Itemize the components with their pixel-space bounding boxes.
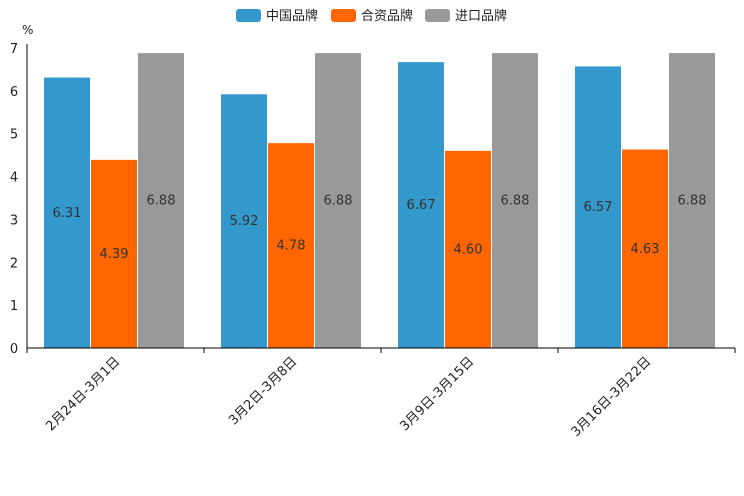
data-label: 6.67 [407, 198, 436, 213]
bar [138, 53, 184, 349]
bar [315, 53, 361, 349]
x-axis: 2月24日-3月1日 3月2日-3月8日 3月9日-3月15日 3月16日-3月22日 [26, 347, 736, 440]
y-tick-label: 6 [10, 85, 18, 100]
x-tick-label: 3月2日-3月8日 [226, 354, 300, 428]
bar [575, 66, 621, 348]
bar [445, 150, 491, 348]
y-tick-label: 0 [10, 342, 18, 357]
legend-label: 进口品牌 [455, 8, 507, 24]
data-label: 4.63 [631, 242, 660, 257]
legend-label: 合资品牌 [361, 8, 413, 24]
data-label: 6.88 [147, 194, 176, 209]
legend-label: 中国品牌 [266, 8, 318, 24]
data-label: 5.92 [230, 214, 259, 229]
x-tick-label: 3月9日-3月15日 [397, 354, 477, 434]
y-tick-label: 1 [10, 299, 18, 314]
data-label: 6.88 [324, 194, 353, 209]
legend-swatch [425, 9, 450, 22]
y-axis: 0 1 2 3 4 5 6 7 [10, 42, 28, 357]
y-tick-label: 7 [10, 42, 18, 57]
x-tick-label: 2月24日-3月1日 [43, 354, 123, 434]
bar [398, 62, 444, 349]
data-label: 4.60 [454, 242, 483, 257]
bar [268, 143, 314, 348]
legend-swatch [331, 9, 356, 22]
data-labels: 6.31 5.92 6.67 6.57 4.39 4.78 4.60 4.63 6.88 6.88… [53, 194, 707, 262]
data-label: 6.31 [53, 206, 82, 221]
bar [492, 53, 538, 349]
y-axis-unit-label: % [22, 23, 33, 37]
legend: 中国品牌 合资品牌 进口品牌 [236, 8, 507, 24]
y-tick-label: 4 [10, 171, 18, 186]
legend-swatch [236, 9, 261, 22]
data-label: 6.88 [501, 194, 530, 209]
bar [91, 159, 137, 348]
y-tick-label: 3 [10, 213, 18, 228]
y-tick-label: 2 [10, 256, 18, 271]
bars [44, 53, 715, 349]
data-label: 4.39 [100, 247, 129, 262]
x-tick-label: 3月16日-3月22日 [569, 354, 655, 440]
bar [221, 94, 267, 349]
bar [669, 53, 715, 349]
data-label: 6.57 [584, 200, 613, 215]
bar [44, 77, 90, 349]
y-tick-label: 5 [10, 128, 18, 143]
data-label: 6.88 [678, 194, 707, 209]
data-label: 4.78 [277, 239, 306, 254]
bar [622, 149, 668, 348]
